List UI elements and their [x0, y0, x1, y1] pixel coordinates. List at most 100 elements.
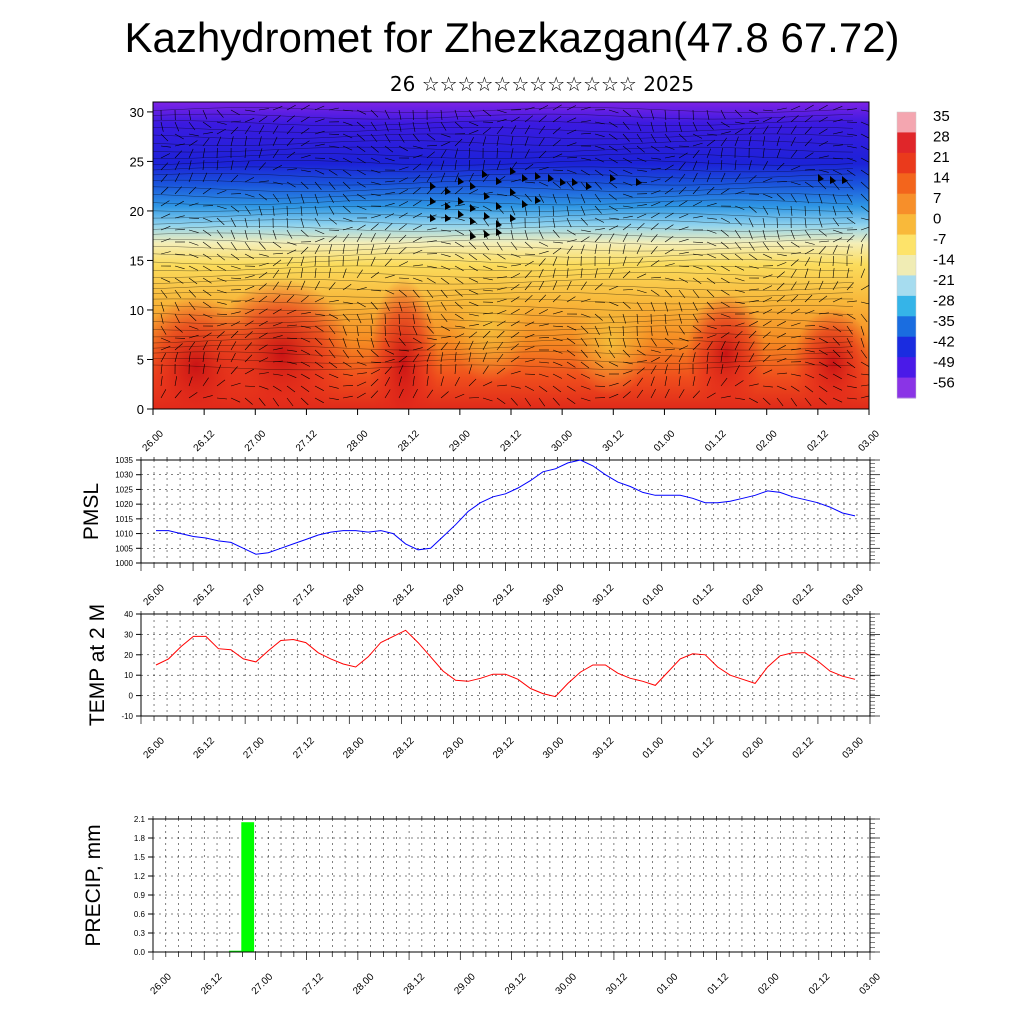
x-tick-label: 28.00: [341, 735, 367, 761]
wind-barb: [804, 385, 814, 393]
wind-barb: [804, 373, 815, 379]
wind-pennant: [610, 174, 616, 182]
wind-barb: [160, 353, 166, 363]
wind-barb: [328, 373, 339, 379]
y-tick-label: 30: [124, 630, 133, 639]
wind-barb: [300, 312, 311, 315]
wind-barb: [244, 331, 253, 339]
x-tick-label: 29.00: [441, 582, 467, 608]
wind-barb: [594, 205, 602, 214]
wind-barb: [804, 268, 809, 279]
wind-barb: [202, 289, 212, 296]
wind-barb: [482, 340, 488, 351]
wind-barb: [188, 376, 193, 387]
wind-barb: [412, 154, 423, 159]
wind-barb: [692, 301, 698, 312]
wind-barb: [608, 121, 618, 128]
wind-barb: [566, 193, 571, 204]
wind-barb: [664, 313, 667, 325]
wind-barb: [440, 301, 447, 311]
wind-barb: [384, 145, 394, 153]
wind-barb: [258, 217, 260, 229]
contour-line: [153, 219, 854, 225]
wind-barb: [818, 385, 828, 392]
contour-line: [153, 292, 854, 298]
wind-barb: [678, 173, 686, 183]
y-tick-label: 1.8: [134, 834, 146, 843]
wind-barb: [818, 229, 827, 237]
wind-barb: [776, 372, 788, 375]
colorbar-label: -56: [933, 375, 955, 392]
wind-pennant: [496, 202, 502, 210]
wind-barb: [622, 391, 631, 399]
wind-barb: [510, 136, 514, 147]
wind-barb: [622, 232, 628, 243]
wind-barb: [454, 217, 465, 221]
wind-barb: [538, 373, 549, 378]
wind-barb: [734, 364, 740, 375]
wind-barb: [286, 217, 289, 229]
colorbar-segment: [897, 275, 916, 297]
wind-pennant: [430, 182, 436, 190]
wind-barb: [776, 229, 780, 240]
wind-barb: [664, 224, 674, 231]
wind-barbs: [160, 104, 869, 407]
wind-barb: [580, 337, 588, 347]
wind-barb: [356, 313, 362, 324]
wind-barb: [468, 352, 472, 363]
wind-barb: [664, 388, 670, 399]
wind-pennant: [430, 197, 436, 205]
wind-barb: [398, 289, 407, 297]
wind-barb: [762, 136, 766, 147]
wind-barb: [160, 251, 171, 255]
wind-barb: [608, 217, 619, 220]
wind-barb: [552, 139, 561, 147]
wind-barb: [748, 160, 752, 171]
wind-barb: [370, 337, 375, 348]
x-tick-label: 03.00: [856, 428, 882, 454]
pmsl-panel: 1000 1005 1010 1015 1020 1025 1030 1035 26.00 26.…: [80, 456, 880, 608]
wind-barb: [678, 277, 689, 283]
wind-barb: [692, 342, 701, 351]
wind-barb: [636, 389, 644, 399]
heatmap-warm-core: [211, 278, 352, 409]
wind-barb: [860, 145, 869, 151]
wind-barb: [524, 193, 532, 202]
wind-barb: [370, 313, 374, 324]
wind-barb: [188, 334, 199, 339]
wind-barb: [328, 169, 338, 176]
y-tick-label: 1025: [115, 485, 133, 494]
wind-barb: [804, 205, 806, 217]
y-tick-label: 5: [137, 352, 144, 367]
wind-pennant: [572, 178, 578, 186]
wind-barb: [790, 125, 797, 135]
wind-barb: [524, 359, 535, 363]
wind-barb: [356, 121, 365, 129]
wind-barb: [636, 377, 643, 387]
wind-barb: [762, 148, 765, 159]
wind-barb: [356, 181, 366, 188]
wind-barb: [524, 260, 534, 267]
wind-barb: [776, 193, 785, 201]
wind-pennant: [445, 214, 451, 222]
wind-barb: [678, 145, 690, 147]
wind-barb: [538, 181, 549, 187]
wind-barb: [244, 297, 255, 303]
wind-barb: [440, 336, 451, 339]
wind-barb: [650, 365, 657, 375]
wind-barb: [860, 373, 869, 376]
contour-line: [153, 272, 854, 278]
wind-barb: [202, 148, 206, 159]
wind-barb: [594, 121, 605, 125]
y-tick-label: 0.3: [134, 929, 146, 938]
wind-barb: [678, 251, 689, 255]
contour-line: [153, 252, 854, 258]
wind-barb: [188, 277, 198, 285]
wind-barb: [314, 130, 325, 135]
wind-barb: [832, 144, 843, 147]
wind-barb: [314, 205, 318, 216]
wind-barb: [230, 174, 239, 183]
wind-barb: [860, 395, 869, 399]
wind-barb: [188, 140, 198, 147]
